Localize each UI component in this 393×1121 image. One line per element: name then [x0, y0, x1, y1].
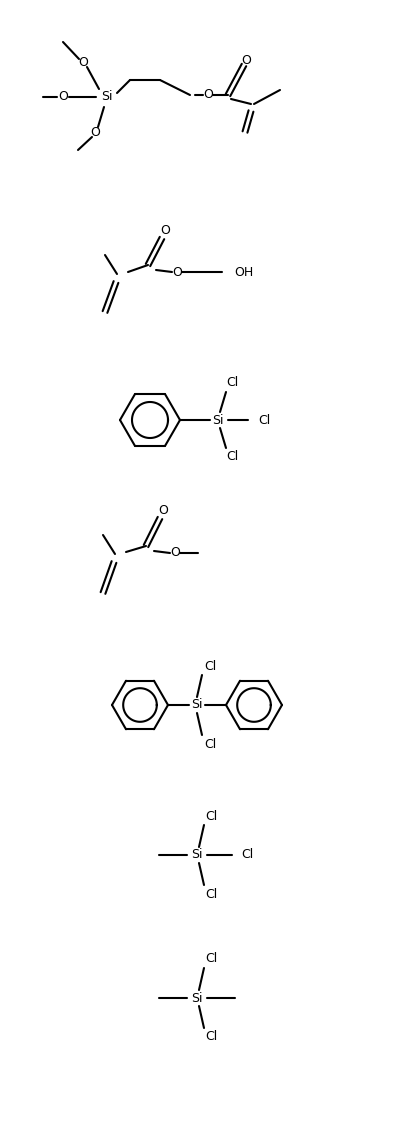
Text: Si: Si — [212, 414, 224, 426]
Text: O: O — [203, 89, 213, 102]
Text: O: O — [172, 266, 182, 278]
Text: O: O — [78, 56, 88, 70]
Text: O: O — [241, 54, 251, 66]
Text: Cl: Cl — [205, 809, 217, 823]
Text: O: O — [160, 223, 170, 237]
Text: Cl: Cl — [241, 849, 253, 862]
Text: OH: OH — [234, 266, 253, 278]
Text: Si: Si — [191, 698, 203, 712]
Text: Cl: Cl — [205, 888, 217, 900]
Text: O: O — [90, 126, 100, 139]
Text: Cl: Cl — [204, 738, 216, 750]
Text: Si: Si — [101, 91, 113, 103]
Text: Cl: Cl — [258, 414, 270, 426]
Text: Cl: Cl — [204, 659, 216, 673]
Text: O: O — [170, 547, 180, 559]
Text: Cl: Cl — [226, 377, 238, 389]
Text: O: O — [58, 91, 68, 103]
Text: Si: Si — [191, 849, 203, 862]
Text: O: O — [158, 503, 168, 517]
Text: Cl: Cl — [226, 451, 238, 463]
Text: Si: Si — [191, 991, 203, 1004]
Text: Cl: Cl — [205, 953, 217, 965]
Text: Cl: Cl — [205, 1030, 217, 1044]
